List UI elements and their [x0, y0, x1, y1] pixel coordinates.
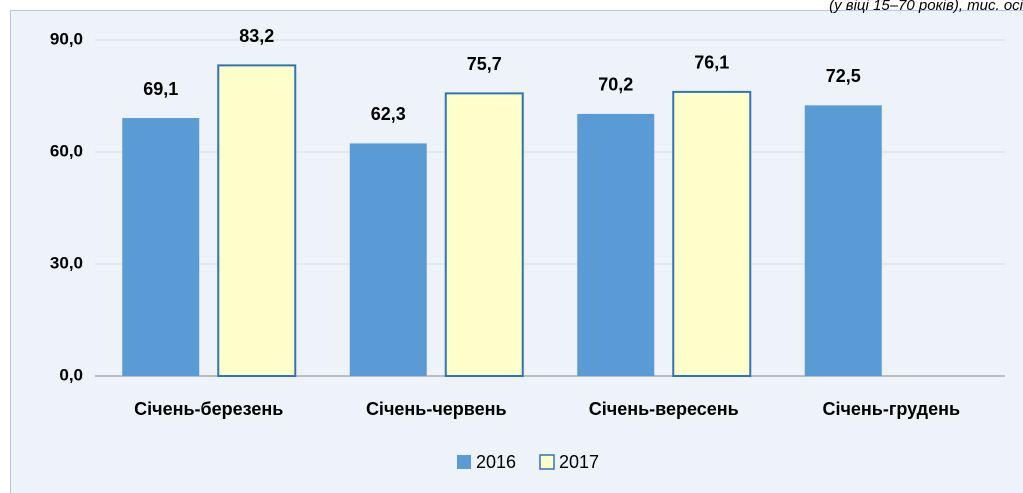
x-tick-label: Січень-червень [366, 399, 507, 419]
bar [444, 92, 524, 378]
legend-swatch [457, 455, 471, 469]
bar [804, 105, 882, 376]
value-label: 72,5 [826, 66, 861, 86]
x-tick-label: Січень-вересень [589, 399, 739, 419]
chart-subtitle: (у віці 15–70 років), тис. осі [829, 0, 1023, 14]
value-label: 76,1 [694, 53, 729, 73]
bar [217, 64, 297, 378]
bar [122, 118, 200, 376]
legend-label: 2016 [476, 452, 516, 472]
bar [672, 90, 752, 377]
y-tick-label: 60,0 [50, 141, 83, 160]
value-label: 69,1 [143, 79, 178, 99]
x-tick-label: Січень-грудень [822, 399, 960, 419]
legend-label: 2017 [559, 452, 599, 472]
legend-swatch [539, 454, 555, 470]
bar [349, 143, 427, 376]
y-tick-label: 30,0 [50, 253, 83, 272]
bar [577, 113, 655, 377]
value-label: 62,3 [371, 104, 406, 124]
value-label: 75,7 [467, 54, 502, 74]
y-tick-label: 90,0 [50, 29, 83, 48]
value-label: 70,2 [598, 75, 633, 95]
y-tick-label: 0,0 [59, 365, 83, 384]
value-label: 83,2 [239, 26, 274, 46]
x-tick-label: Січень-березень [134, 399, 283, 419]
